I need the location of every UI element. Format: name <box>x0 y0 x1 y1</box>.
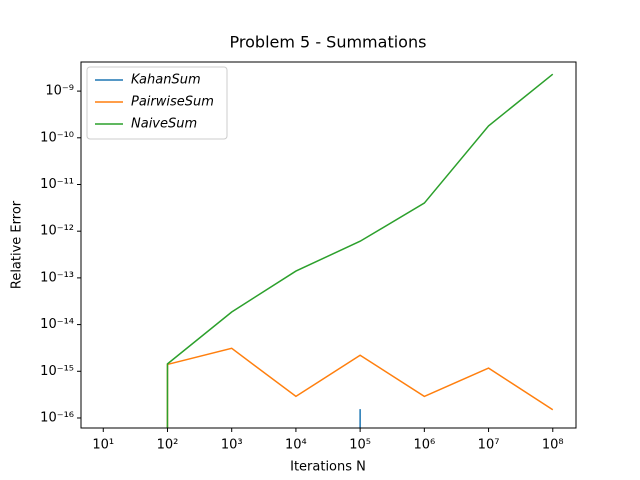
y-tick-label: 10⁻¹³ <box>40 270 74 285</box>
chart-title: Problem 5 - Summations <box>230 33 427 52</box>
x-tick-label: 10⁵ <box>349 438 371 453</box>
x-axis-label: Iterations N <box>290 460 366 475</box>
x-tick-label: 10⁸ <box>542 438 564 453</box>
legend-label: NaiveSum <box>131 117 197 132</box>
y-tick-label: 10⁻¹⁴ <box>40 317 74 332</box>
y-tick-label: 10⁻⁹ <box>45 84 74 99</box>
y-tick-label: 10⁻¹² <box>40 224 74 239</box>
y-tick-label: 10⁻¹¹ <box>40 177 74 192</box>
x-tick-label: 10³ <box>221 438 243 453</box>
legend-label: PairwiseSum <box>131 95 214 110</box>
y-axis-label: Relative Error <box>10 200 25 289</box>
series-line <box>166 347 554 428</box>
x-tick-label: 10² <box>157 438 179 453</box>
x-tick-label: 10⁴ <box>285 438 307 453</box>
y-tick-label: 10⁻¹⁵ <box>40 364 74 379</box>
legend-box <box>86 66 228 140</box>
axes-frame <box>80 61 577 429</box>
x-tick-label: 10⁶ <box>413 438 435 453</box>
x-tick-label: 10¹ <box>92 438 114 453</box>
plot-area <box>166 73 554 428</box>
series-line <box>166 73 554 428</box>
y-tick-label: 10⁻¹⁰ <box>40 130 74 145</box>
x-tick-label: 10⁷ <box>478 438 500 453</box>
legend-label: KahanSum <box>131 73 201 88</box>
y-tick-label: 10⁻¹⁶ <box>40 410 74 425</box>
